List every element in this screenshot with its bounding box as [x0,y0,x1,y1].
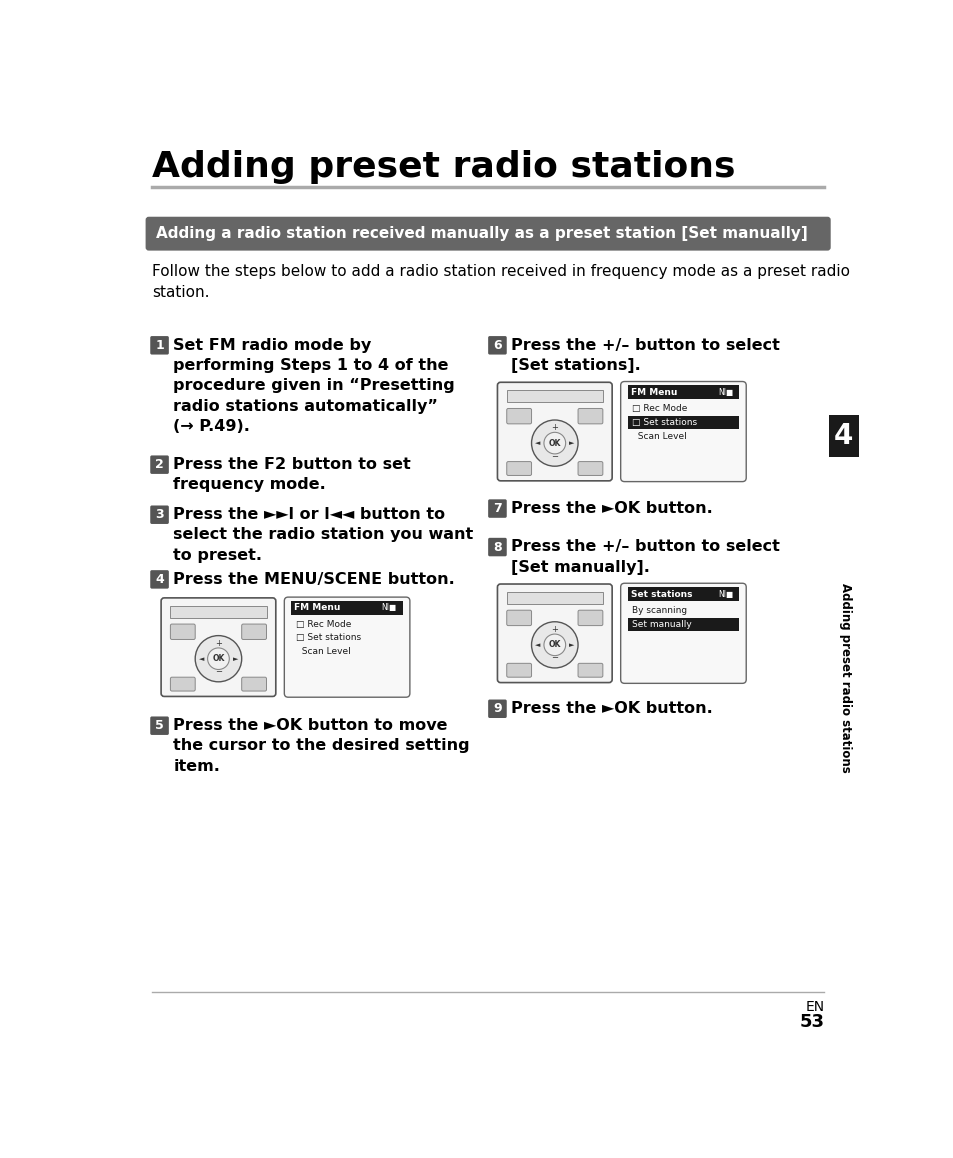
Text: +: + [551,625,558,633]
Text: 2: 2 [155,459,164,471]
Text: ►: ► [569,642,574,647]
Bar [506,390,602,402]
Text: FM Menu: FM Menu [294,603,340,613]
Text: □ Set stations: □ Set stations [632,418,697,427]
Text: OK: OK [548,439,560,448]
Text: Set manually: Set manually [632,620,691,629]
Text: 4: 4 [155,573,164,586]
Text: −: − [214,667,222,676]
FancyBboxPatch shape [620,381,745,482]
Text: −: − [551,452,558,461]
FancyBboxPatch shape [171,677,195,691]
Text: 7: 7 [493,503,501,515]
Text: ►: ► [569,440,574,446]
Text: 6: 6 [493,339,501,352]
Text: NI■: NI■ [717,589,732,599]
FancyBboxPatch shape [497,382,612,481]
Text: 5: 5 [155,719,164,732]
Circle shape [543,635,565,655]
Text: Press the +/– button to select
[Set stations].: Press the +/– button to select [Set stat… [511,338,780,373]
FancyBboxPatch shape [150,455,169,474]
Text: Set stations: Set stations [630,589,692,599]
FancyBboxPatch shape [620,584,745,683]
Text: □ Set stations: □ Set stations [295,633,360,643]
FancyBboxPatch shape [488,336,506,354]
Text: Press the ►OK button to move
the cursor to the desired setting
item.: Press the ►OK button to move the cursor … [173,718,470,774]
FancyBboxPatch shape [506,462,531,476]
Text: Scan Level: Scan Level [295,647,351,657]
Circle shape [543,432,565,454]
Text: Press the ►OK button.: Press the ►OK button. [511,701,713,716]
Text: ►: ► [233,655,238,661]
Circle shape [531,420,578,467]
Circle shape [208,648,229,669]
Text: ◄: ◄ [198,655,204,661]
FancyBboxPatch shape [506,664,531,677]
FancyBboxPatch shape [146,217,830,250]
Text: By scanning: By scanning [632,606,687,615]
Bar [627,416,739,430]
FancyBboxPatch shape [150,570,169,588]
Text: Set FM radio mode by
performing Steps 1 to 4 of the
procedure given in “Presetti: Set FM radio mode by performing Steps 1 … [173,338,455,434]
Text: Adding a radio station received manually as a preset station [Set manually]: Adding a radio station received manually… [156,226,807,241]
Text: Adding preset radio stations: Adding preset radio stations [838,584,851,772]
Text: Press the ►►l or l◄◄ button to
select the radio station you want
to preset.: Press the ►►l or l◄◄ button to select th… [173,507,474,563]
Text: NI■: NI■ [381,603,396,613]
Text: ◄: ◄ [535,440,539,446]
Text: OK: OK [212,654,224,664]
FancyBboxPatch shape [578,462,602,476]
Bar [828,415,858,457]
Text: Scan Level: Scan Level [632,432,686,441]
Circle shape [531,622,578,668]
Text: Follow the steps below to add a radio station received in frequency mode as a pr: Follow the steps below to add a radio st… [152,264,849,300]
Text: Press the MENU/SCENE button.: Press the MENU/SCENE button. [173,572,455,587]
Text: +: + [214,639,222,647]
FancyBboxPatch shape [488,537,506,556]
Bar [171,606,266,618]
Text: 1: 1 [155,339,164,352]
Text: ◄: ◄ [535,642,539,647]
Text: 8: 8 [493,541,501,554]
Text: Adding preset radio stations: Adding preset radio stations [152,149,735,184]
Text: Press the +/– button to select
[Set manually].: Press the +/– button to select [Set manu… [511,540,780,574]
FancyBboxPatch shape [506,610,531,625]
Bar [506,592,602,604]
Text: □ Rec Mode: □ Rec Mode [295,620,351,629]
Text: Press the ►OK button.: Press the ►OK button. [511,501,713,515]
Text: OK: OK [548,640,560,650]
FancyBboxPatch shape [241,624,266,639]
FancyBboxPatch shape [488,499,506,518]
Circle shape [195,636,241,682]
Text: 9: 9 [493,702,501,716]
FancyBboxPatch shape [488,699,506,718]
Text: −: − [551,653,558,662]
Text: FM Menu: FM Menu [630,388,677,397]
FancyBboxPatch shape [150,336,169,354]
Bar [291,601,402,615]
FancyBboxPatch shape [284,598,410,697]
FancyBboxPatch shape [506,409,531,424]
Text: EN: EN [804,999,823,1013]
Bar [627,386,739,400]
Text: NI■: NI■ [717,388,732,397]
FancyBboxPatch shape [150,506,169,523]
Text: 4: 4 [833,422,853,449]
Text: 3: 3 [155,508,164,521]
Text: Press the F2 button to set
frequency mode.: Press the F2 button to set frequency mod… [173,457,411,492]
FancyBboxPatch shape [150,717,169,735]
Text: 53: 53 [799,1013,823,1031]
FancyBboxPatch shape [578,664,602,677]
FancyBboxPatch shape [171,624,195,639]
FancyBboxPatch shape [241,677,266,691]
FancyBboxPatch shape [497,584,612,682]
Text: +: + [551,423,558,432]
FancyBboxPatch shape [578,610,602,625]
FancyBboxPatch shape [161,598,275,696]
Bar [627,587,739,601]
FancyBboxPatch shape [578,409,602,424]
Bar [627,618,739,631]
Text: □ Rec Mode: □ Rec Mode [632,404,687,413]
